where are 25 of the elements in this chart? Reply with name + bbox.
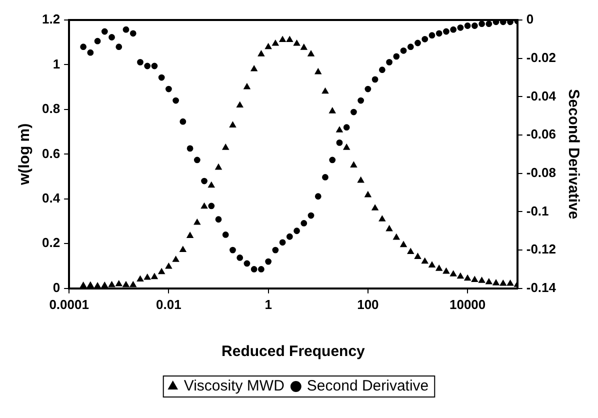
y2-axis-title: Second Derivative: [564, 89, 582, 220]
y-tick-label: 0.8: [42, 101, 60, 116]
y2-tick-label: -0.04: [526, 88, 557, 104]
legend-label: Viscosity MWD: [184, 378, 285, 395]
y2-tick-label: -0.02: [526, 50, 556, 65]
y-tick-label: 1: [52, 56, 60, 72]
x-axis-title: Reduced Frequency: [222, 343, 366, 360]
y-axis-title: w(log m): [16, 123, 34, 186]
y2-tick-label: 0: [526, 12, 534, 27]
legend-label: Second Derivative: [306, 378, 429, 395]
y2-tick-label: -0.06: [526, 126, 556, 142]
y-tick-label: 0.4: [42, 190, 61, 206]
y-tick-label: 0.6: [42, 146, 60, 161]
y2-tick-label: -0.1: [526, 203, 549, 218]
x-tick-label: 10000: [449, 296, 486, 312]
y2-tick-label: -0.12: [526, 242, 556, 257]
y-tick-label: 0.2: [42, 235, 60, 250]
y-tick-label: 1.2: [42, 12, 60, 27]
x-tick-label: 0.0001: [49, 296, 89, 312]
y2-tick-label: -0.08: [526, 164, 556, 180]
x-tick-label: 100: [357, 296, 379, 312]
x-tick-label: 1: [264, 296, 272, 312]
y2-tick-label: -0.14: [526, 280, 557, 295]
y-tick-label: 0: [52, 280, 60, 295]
x-tick-label: 0.01: [156, 296, 182, 312]
